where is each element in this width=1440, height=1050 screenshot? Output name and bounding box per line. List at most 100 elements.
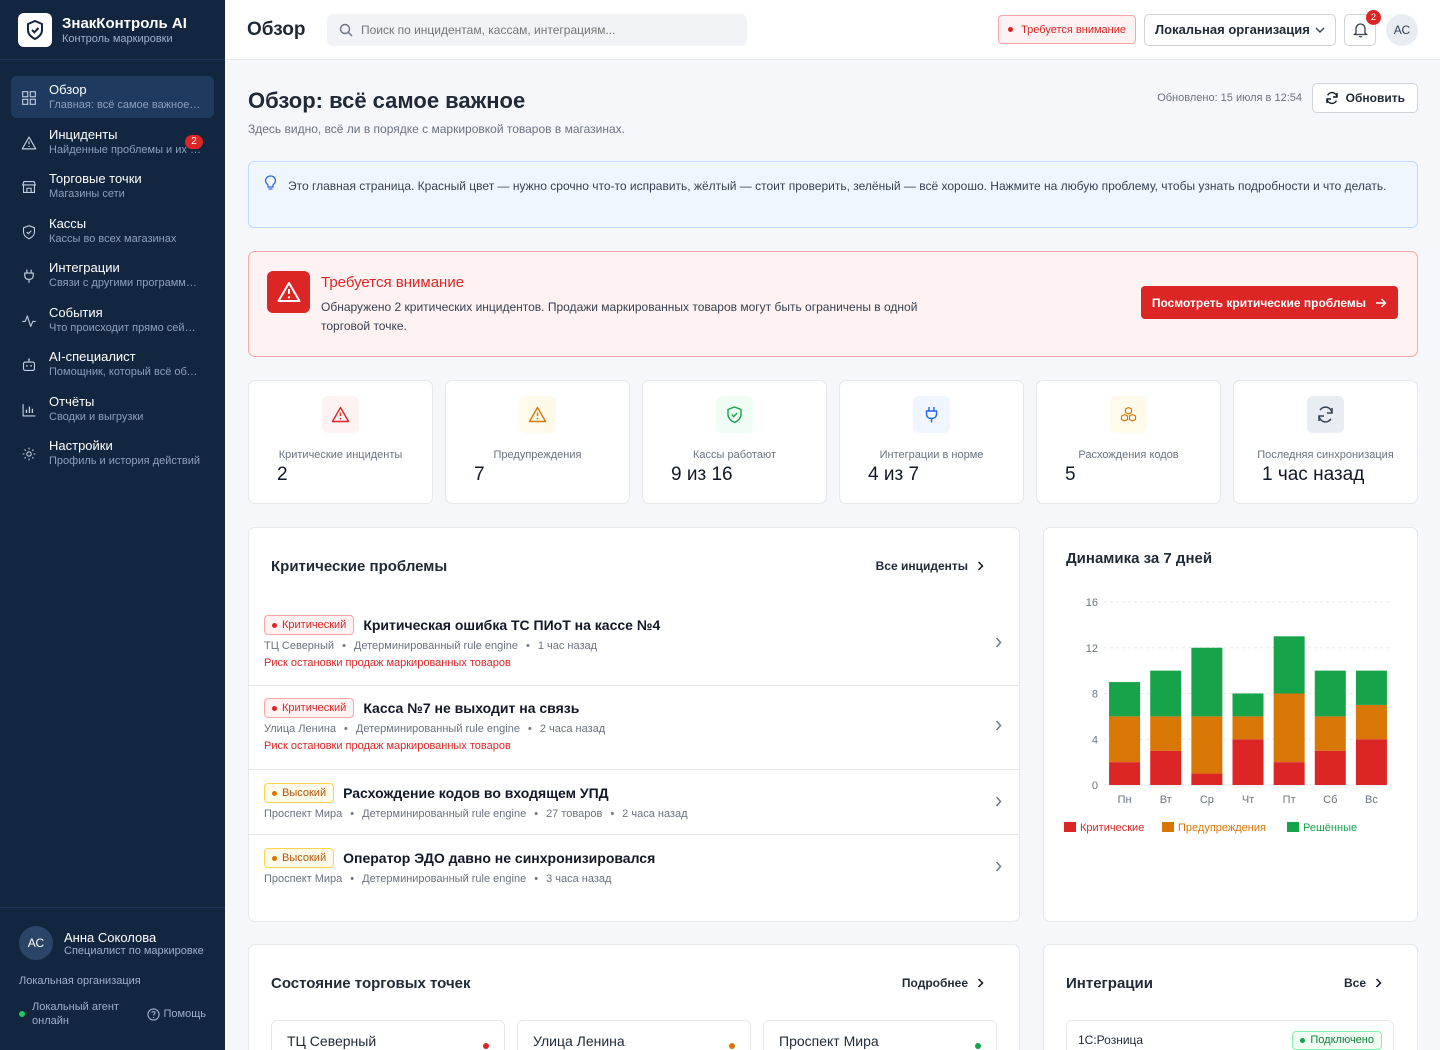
boxes-icon	[1110, 396, 1147, 433]
status-dot-icon	[483, 1043, 489, 1049]
top-header: Обзор Требуется внимание Локальная орган…	[225, 0, 1440, 60]
plug-icon	[913, 396, 950, 433]
refresh-button[interactable]: Обновить	[1311, 83, 1418, 113]
x-tick-label: Чт	[1242, 794, 1254, 806]
incident-meta-item: 27 товаров	[546, 808, 603, 820]
sidebar-item-label: Инциденты	[49, 126, 118, 142]
kpi-value: 2	[277, 464, 288, 485]
store-card[interactable]: ТЦ Северный	[271, 1020, 505, 1050]
incident-meta-item: 3 часа назад	[546, 873, 612, 885]
sidebar-item-4[interactable]: Интеграции Связи с другими программами	[11, 254, 214, 296]
incident-meta-item: 1 час назад	[537, 640, 598, 652]
status-dot-icon	[729, 1043, 735, 1049]
avatar: АС	[19, 926, 53, 960]
x-tick-label: Ср	[1200, 794, 1214, 806]
all-incidents-link[interactable]: Все инциденты	[876, 559, 984, 573]
sidebar-item-5[interactable]: События Что происходит прямо сейчас	[11, 299, 214, 341]
store-card[interactable]: Улица Ленина	[517, 1020, 751, 1050]
severity-badge: Критический	[264, 615, 355, 635]
help-button[interactable]: Помощь	[146, 1007, 206, 1021]
incident-meta-item: 2 часа назад	[539, 723, 606, 735]
x-tick-label: Сб	[1323, 794, 1337, 806]
bar-2-1	[1150, 670, 1182, 717]
legend-swatch	[1287, 822, 1299, 832]
sidebar-item-label: Обзор	[49, 82, 87, 97]
user-profile[interactable]: АС Анна Соколова Специалист по маркировк…	[19, 926, 206, 960]
brand[interactable]: ЗнакКонтроль AI Контроль маркировки	[0, 0, 225, 60]
sidebar-item-7[interactable]: Отчёты Сводки и выгрузки	[11, 388, 214, 430]
legend-swatch	[1162, 822, 1174, 832]
status-badge: Подключено	[1292, 1030, 1382, 1050]
sidebar-item-3[interactable]: Кассы Кассы во всех магазинах	[11, 210, 214, 252]
kpi-card[interactable]: Кассы работают 9 из 16	[642, 380, 827, 504]
notifications-button[interactable]: 2	[1344, 9, 1381, 46]
info-banner: Это главная страница. Красный цвет — нуж…	[248, 161, 1418, 228]
kpi-card[interactable]: Последняя синхронизация 1 час назад	[1233, 380, 1418, 504]
sidebar-item-label: События	[49, 304, 103, 320]
notification-count: 2	[1366, 9, 1381, 25]
store-name: Проспект Мира	[779, 1033, 879, 1049]
legend-swatch	[1064, 822, 1076, 832]
integrations-all-label: Все	[1343, 976, 1366, 990]
incident-row[interactable]: Критический Критическая ошибка ТС ПИоТ н…	[249, 603, 1019, 686]
sidebar-item-2[interactable]: Торговые точки Магазины сети	[11, 165, 214, 207]
kpi-card[interactable]: Расхождения кодов 5	[1036, 380, 1221, 504]
stores-details-link[interactable]: Подробнее	[902, 976, 984, 990]
incident-title: Критическая ошибка ТС ПИоТ на кассе №4	[363, 617, 661, 633]
y-tick-label: 16	[1086, 597, 1098, 609]
chevron-right-icon	[995, 861, 1002, 872]
dynamics-chart-card: Динамика за 7 дней 0 4 8 12 16 Пн Вт Ср Чт Пт Сб Вс…	[1043, 527, 1418, 922]
stores-status-card: Состояние торговых точек Подробнее ТЦ Се…	[248, 944, 1020, 1050]
integrations-all-link[interactable]: Все	[1344, 976, 1382, 990]
sidebar-item-1[interactable]: Инциденты Найденные проблемы и их решени…	[11, 121, 214, 163]
header-title: Обзор	[247, 18, 306, 40]
chart-icon	[19, 400, 39, 420]
shield-icon	[19, 222, 39, 242]
refresh-label: Обновить	[1345, 91, 1405, 105]
org-select-value: Локальная организация	[1155, 22, 1310, 37]
severity-label: Критический	[282, 619, 347, 631]
sidebar-item-8[interactable]: Настройки Профиль и история действий	[11, 432, 214, 474]
avatar[interactable]: АС	[1386, 13, 1418, 46]
legend-label: Решённые	[1303, 822, 1357, 834]
kpi-label: Кассы работают	[693, 449, 776, 461]
incident-title: Расхождение кодов во входящем УПД	[343, 785, 609, 801]
sidebar-item-6[interactable]: AI-специалист Помощник, который всё объя…	[11, 343, 214, 385]
store-card[interactable]: Проспект Мира	[763, 1020, 997, 1050]
sidebar: ЗнакКонтроль AI Контроль маркировки Обзо…	[0, 0, 225, 1050]
severity-badge: Высокий	[264, 783, 335, 803]
kpi-card[interactable]: Предупреждения 7	[445, 380, 630, 504]
incident-meta-item: Детерминированный rule engine	[355, 723, 520, 735]
kpi-card[interactable]: Интеграции в норме 4 из 7	[839, 380, 1024, 504]
bar-1-0	[1109, 716, 1141, 763]
sidebar-footer: АС Анна Соколова Специалист по маркировк…	[0, 907, 225, 1046]
integration-row[interactable]: 1С:Розница Подключено	[1066, 1020, 1394, 1050]
incident-title: Касса №7 не выходит на связь	[363, 700, 580, 716]
alert-title: Требуется внимание	[321, 274, 465, 291]
sidebar-item-0[interactable]: Обзор Главная: всё самое важное на одном…	[11, 76, 214, 118]
incident-meta: ТЦ Северный • Детерминированный rule engin…	[264, 640, 598, 652]
kpi-value: 7	[474, 464, 485, 485]
bar-1-1	[1150, 716, 1182, 751]
search-input[interactable]	[361, 22, 721, 37]
incident-row[interactable]: Критический Касса №7 не выходит на связь…	[249, 686, 1019, 770]
org-name: Локальная организация	[19, 975, 141, 987]
kpi-card[interactable]: Критические инциденты 2	[248, 380, 433, 504]
incident-count-badge: 2	[185, 134, 203, 149]
incident-meta: Проспект Мира • Детерминированный rule eng…	[264, 808, 688, 820]
org-select[interactable]: Локальная организация	[1144, 13, 1336, 46]
y-tick-label: 12	[1086, 643, 1098, 655]
kpi-value: 9 из 16	[671, 464, 733, 485]
warning-icon	[19, 133, 39, 153]
bar-1-5	[1314, 716, 1346, 751]
incident-row[interactable]: Высокий Оператор ЭДО давно не синхронизи…	[249, 835, 1019, 921]
attention-badge[interactable]: Требуется внимание	[998, 15, 1136, 44]
search-bar[interactable]	[327, 13, 747, 46]
view-critical-button[interactable]: Посмотреть критические проблемы	[1140, 286, 1398, 319]
bar-2-3	[1232, 693, 1264, 717]
bar-0-5	[1314, 750, 1346, 785]
attention-alert: Требуется внимание Обнаружено 2 критичес…	[248, 251, 1418, 357]
integrations-title: Интеграции	[1066, 975, 1153, 992]
incident-row[interactable]: Высокий Расхождение кодов во входящем УП…	[249, 770, 1019, 835]
sidebar-item-sub: Связи с другими программами	[49, 277, 201, 289]
